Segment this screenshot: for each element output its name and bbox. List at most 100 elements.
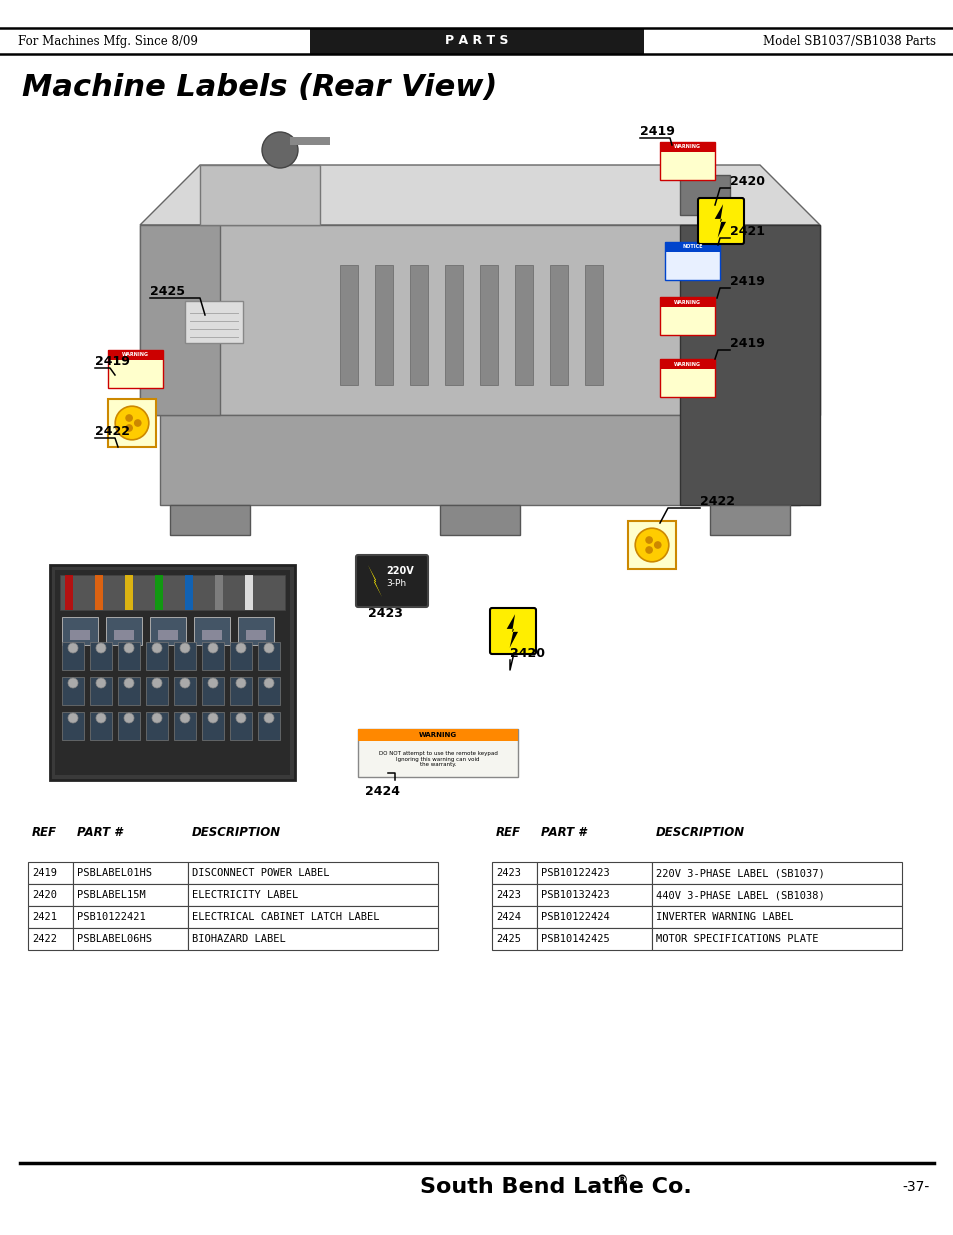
Bar [237, 618, 274, 645]
Circle shape [235, 643, 246, 653]
Circle shape [115, 406, 149, 440]
Text: 2419: 2419 [729, 337, 764, 350]
Bar [339, 266, 357, 385]
Bar [188, 884, 437, 906]
Bar [185, 576, 193, 610]
Bar [584, 266, 602, 385]
Bar [290, 137, 330, 144]
Text: PSB10122424: PSB10122424 [540, 911, 609, 923]
Text: For Machines Mfg. Since 8/09: For Machines Mfg. Since 8/09 [18, 35, 197, 47]
Bar [659, 142, 714, 152]
Bar [310, 28, 643, 54]
Circle shape [96, 678, 106, 688]
Bar [185, 301, 243, 343]
Text: PART #: PART # [77, 825, 122, 839]
Bar [125, 576, 132, 610]
Bar [62, 618, 98, 645]
Circle shape [68, 643, 78, 653]
Bar [202, 642, 224, 671]
Bar [90, 677, 112, 705]
Circle shape [125, 424, 132, 432]
Bar [173, 713, 195, 740]
Polygon shape [140, 225, 220, 415]
Bar [146, 642, 168, 671]
Circle shape [180, 643, 190, 653]
Bar [627, 521, 676, 569]
Circle shape [124, 643, 133, 653]
Bar [173, 642, 195, 671]
Bar [146, 677, 168, 705]
Text: 220V: 220V [386, 566, 414, 576]
Circle shape [262, 132, 297, 168]
Text: 2419: 2419 [639, 125, 674, 138]
Bar [118, 642, 140, 671]
Bar [73, 927, 188, 950]
Bar [659, 296, 714, 308]
Text: DESCRIPTION: DESCRIPTION [192, 825, 281, 839]
Bar [188, 906, 437, 927]
Circle shape [152, 678, 162, 688]
Bar [28, 927, 73, 950]
Text: 3-Ph: 3-Ph [386, 578, 406, 588]
Bar [173, 677, 195, 705]
Bar [73, 906, 188, 927]
Text: BIOHAZARD LABEL: BIOHAZARD LABEL [192, 934, 286, 944]
Bar [375, 266, 393, 385]
Circle shape [152, 643, 162, 653]
Circle shape [653, 541, 661, 548]
Circle shape [208, 643, 218, 653]
Circle shape [152, 713, 162, 722]
Text: 2423: 2423 [496, 868, 520, 878]
Bar [73, 884, 188, 906]
Polygon shape [160, 415, 800, 505]
Bar [659, 359, 714, 396]
Text: 2423: 2423 [368, 606, 402, 620]
Bar [492, 884, 537, 906]
Circle shape [208, 713, 218, 722]
Text: 2420: 2420 [510, 647, 544, 659]
Polygon shape [140, 225, 820, 415]
Bar [659, 142, 714, 180]
Text: PSB10142425: PSB10142425 [540, 934, 609, 944]
Bar [28, 906, 73, 927]
Text: -37-: -37- [902, 1179, 928, 1194]
Bar [55, 571, 290, 776]
Text: REF: REF [32, 825, 57, 839]
Bar [230, 677, 252, 705]
Bar [651, 862, 901, 884]
Text: 2419: 2419 [729, 275, 764, 288]
Bar [146, 713, 168, 740]
Circle shape [68, 678, 78, 688]
Bar [193, 618, 230, 645]
Text: PSBLABEL01HS: PSBLABEL01HS [77, 868, 152, 878]
Bar [492, 906, 537, 927]
Bar [108, 350, 163, 388]
Circle shape [124, 713, 133, 722]
Text: WARNING: WARNING [122, 352, 149, 357]
Circle shape [96, 713, 106, 722]
Bar [200, 165, 319, 225]
Text: INVERTER WARNING LABEL: INVERTER WARNING LABEL [656, 911, 793, 923]
Bar [550, 266, 567, 385]
Bar [95, 576, 103, 610]
Bar [664, 242, 720, 252]
FancyBboxPatch shape [490, 608, 536, 655]
Bar [651, 884, 901, 906]
Circle shape [124, 678, 133, 688]
Bar [479, 266, 497, 385]
Text: ELECTRICITY LABEL: ELECTRICITY LABEL [192, 890, 298, 900]
Polygon shape [714, 204, 725, 238]
Bar [62, 642, 84, 671]
Polygon shape [679, 225, 820, 505]
Bar [60, 576, 285, 610]
Bar [202, 630, 222, 640]
Text: 2421: 2421 [32, 911, 57, 923]
Bar [257, 713, 280, 740]
Bar [664, 242, 720, 280]
FancyBboxPatch shape [698, 198, 743, 245]
Bar [537, 927, 651, 950]
Text: PSBLABEL15M: PSBLABEL15M [77, 890, 146, 900]
Bar [537, 884, 651, 906]
Bar [118, 713, 140, 740]
Text: 2425: 2425 [496, 934, 520, 944]
